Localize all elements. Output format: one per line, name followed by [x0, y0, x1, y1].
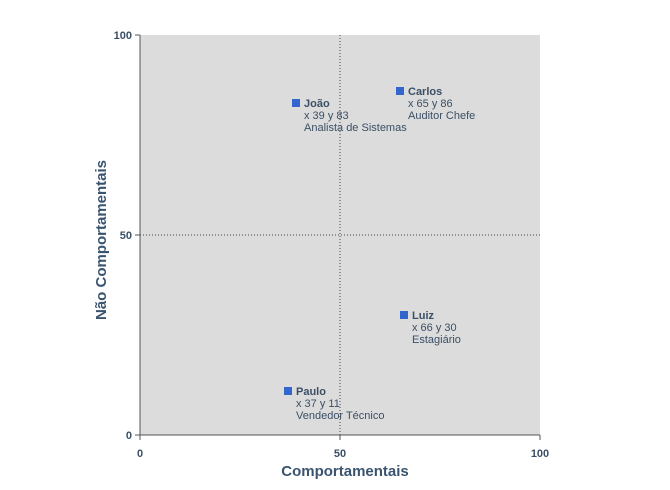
- point-marker: [396, 87, 404, 95]
- x-tick-label: 0: [137, 448, 143, 460]
- y-tick-label: 0: [126, 430, 132, 442]
- point-label-coords: x 66 y 30: [412, 322, 457, 334]
- point-marker: [400, 311, 408, 319]
- point-label-role: Auditor Chefe: [408, 110, 475, 122]
- point-label-name: Paulo: [296, 386, 326, 398]
- point-label-role: Estagiário: [412, 334, 461, 346]
- point-label-name: João: [304, 98, 330, 110]
- x-tick-label: 50: [334, 448, 346, 460]
- axes: [135, 34, 541, 440]
- y-tick-label: 50: [120, 230, 132, 242]
- x-axis-title: Comportamentais: [281, 463, 409, 480]
- point-label-coords: x 39 y 83: [304, 110, 349, 122]
- point-marker: [284, 387, 292, 395]
- x-tick-label: 100: [531, 448, 549, 460]
- x-tick-labels: 0 50 100: [137, 448, 549, 460]
- y-tick-label: 100: [114, 30, 132, 42]
- y-tick-labels: 0 50 100: [114, 30, 132, 442]
- point-marker: [292, 99, 300, 107]
- point-label-coords: x 65 y 86: [408, 98, 453, 110]
- point-label-coords: x 37 y 11: [296, 398, 340, 410]
- y-axis-title: Não Comportamentais: [93, 160, 110, 320]
- point-label-role: Analista de Sistemas: [304, 122, 407, 134]
- grid-lines: [140, 35, 540, 435]
- point-label-role: Vendedor Técnico: [296, 410, 384, 422]
- point-label-name: Luiz: [412, 310, 434, 322]
- point-label-name: Carlos: [408, 86, 442, 98]
